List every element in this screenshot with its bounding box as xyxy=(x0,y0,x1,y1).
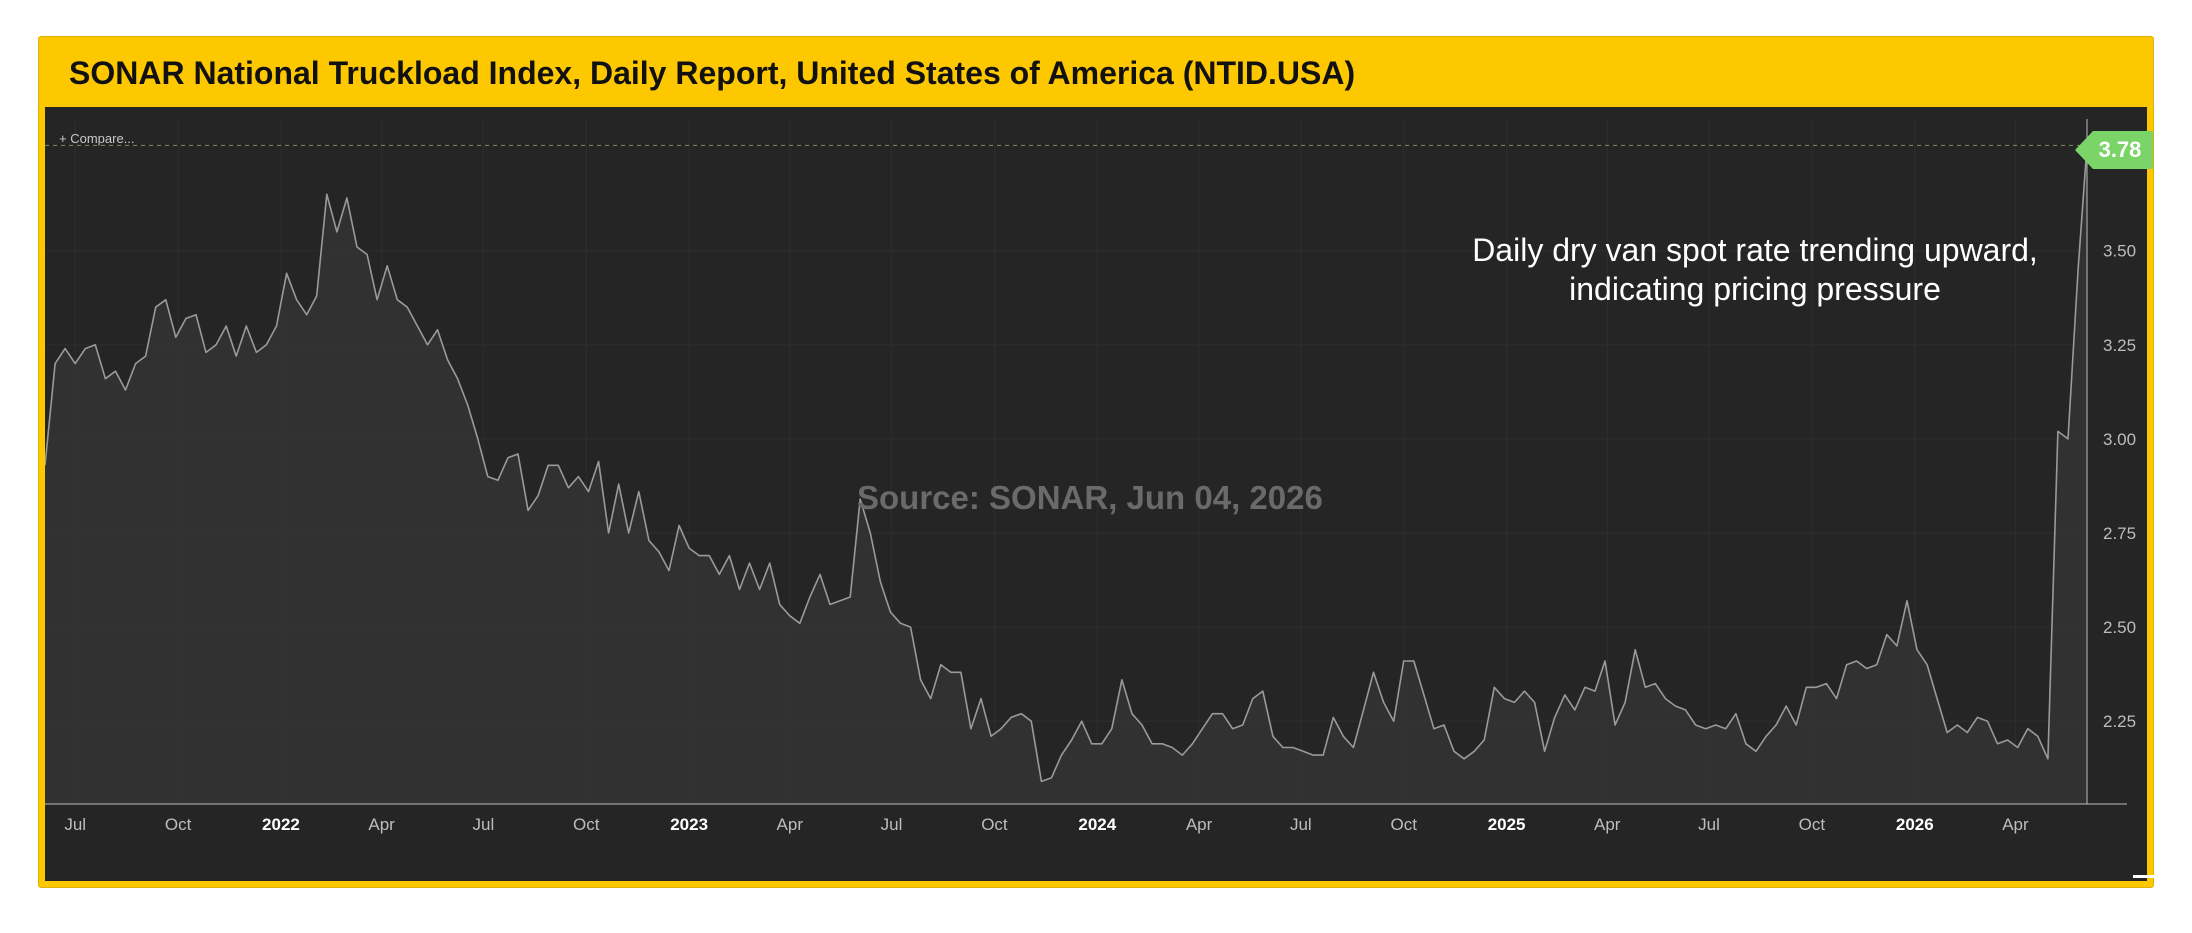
x-tick-label: Apr xyxy=(368,815,395,834)
source-watermark: Source: SONAR, Jun 04, 2026 xyxy=(857,479,1323,516)
chart-frame: SONAR National Truckload Index, Daily Re… xyxy=(38,36,2155,888)
x-tick-label: Jul xyxy=(64,815,86,834)
annotation-line-1: Daily dry van spot rate trending upward, xyxy=(1472,232,2038,268)
corner-mark xyxy=(2133,875,2155,878)
chart-panel: 2.25 2.50 2.75 3.00 3.25 3.50 Jul Oct 2022 Apr Jul… xyxy=(45,107,2147,881)
x-tick-label: Jul xyxy=(881,815,903,834)
y-tick-label: 3.50 xyxy=(2103,242,2136,261)
y-tick-label: 3.25 xyxy=(2103,336,2136,355)
y-tick-label: 3.00 xyxy=(2103,430,2136,449)
x-tick-label: Jul xyxy=(1290,815,1312,834)
x-tick-label: Oct xyxy=(165,815,192,834)
series-line xyxy=(45,145,2088,783)
x-tick-label: Jul xyxy=(473,815,495,834)
x-tick-label: Oct xyxy=(1390,815,1417,834)
x-tick-label: Jul xyxy=(1698,815,1720,834)
x-tick-label: 2022 xyxy=(262,815,300,834)
x-tick-label: 2026 xyxy=(1896,815,1934,834)
series-area xyxy=(45,145,2087,805)
x-tick-label: 2023 xyxy=(670,815,708,834)
y-tick-label: 2.75 xyxy=(2103,524,2136,543)
line-chart[interactable]: 2.25 2.50 2.75 3.00 3.25 3.50 Jul Oct 2022 Apr Jul… xyxy=(45,107,2147,881)
annotation-line-2: indicating pricing pressure xyxy=(1569,271,1941,307)
x-tick-label: 2024 xyxy=(1078,815,1116,834)
y-tick-label: 2.25 xyxy=(2103,712,2136,731)
compare-button[interactable]: + Compare... xyxy=(59,131,135,146)
x-tick-label: Oct xyxy=(1799,815,1826,834)
x-tick-label: Apr xyxy=(1594,815,1621,834)
chart-title: SONAR National Truckload Index, Daily Re… xyxy=(69,55,1356,91)
x-tick-label: Oct xyxy=(981,815,1008,834)
y-tick-label: 2.50 xyxy=(2103,618,2136,637)
x-tick-label: Apr xyxy=(1186,815,1213,834)
last-value-badge: 3.78 xyxy=(2075,131,2153,169)
chart-annotation: Daily dry van spot rate trending upward,… xyxy=(1405,231,2105,309)
x-tick-label: Apr xyxy=(777,815,804,834)
x-tick-label: 2025 xyxy=(1488,815,1526,834)
x-tick-label: Apr xyxy=(2002,815,2029,834)
x-tick-label: Oct xyxy=(573,815,600,834)
